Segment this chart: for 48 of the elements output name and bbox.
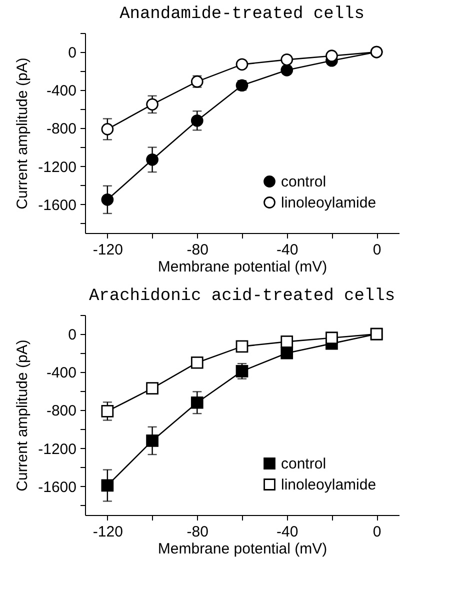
y-axis-title: Current amplitude (pA) <box>14 58 32 210</box>
point <box>146 434 158 447</box>
y-tick-label: -800 <box>46 402 76 420</box>
point <box>146 98 158 111</box>
point <box>190 114 204 127</box>
y-tick-label: -400 <box>46 364 76 382</box>
y-tick-label: -400 <box>46 82 76 100</box>
point <box>190 356 204 369</box>
y-tick-label: -1200 <box>38 158 76 176</box>
x-tick-label: 0 <box>372 242 382 258</box>
x-tick-label: -40 <box>276 524 298 540</box>
chart-title: Arachidonic acid-treated cells <box>88 287 396 306</box>
point <box>146 154 158 166</box>
y-tick-label: -1600 <box>38 478 76 496</box>
y-tick-label: -800 <box>46 120 76 138</box>
chart-title: Anandamide-treated cells <box>120 5 364 24</box>
point <box>101 123 114 136</box>
x-tick-label: -80 <box>186 524 208 540</box>
x-axis-title: Membrane potential (mV) <box>158 540 328 558</box>
y-tick-label: -1600 <box>38 196 76 214</box>
point <box>101 405 114 418</box>
y-axis-title: Current amplitude (pA) <box>14 340 32 492</box>
point <box>236 365 248 378</box>
point <box>280 346 294 360</box>
legend-label: linoleoylamide <box>281 476 376 494</box>
point <box>101 194 114 206</box>
point <box>190 396 204 409</box>
y-tick-label: 0 <box>68 44 76 62</box>
point <box>236 58 248 71</box>
point <box>326 50 338 62</box>
legend-label: control <box>281 456 326 472</box>
x-tick-label: 0 <box>372 524 382 540</box>
x-axis-title: Membrane potential (mV) <box>158 258 328 276</box>
point <box>280 335 294 348</box>
point <box>280 54 294 66</box>
point <box>280 64 294 76</box>
x-tick-label: -120 <box>92 524 123 540</box>
x-tick-label: -120 <box>92 242 123 258</box>
x-tick-label: -80 <box>186 242 208 258</box>
legend-label: linoleoylamide <box>281 194 376 212</box>
point <box>146 382 158 395</box>
legend-label: control <box>281 174 326 190</box>
point <box>101 479 114 492</box>
y-tick-label: 0 <box>68 326 76 344</box>
point <box>326 332 338 344</box>
y-tick-label: -1200 <box>38 440 76 458</box>
point <box>236 340 248 353</box>
x-tick-label: -40 <box>276 242 298 258</box>
